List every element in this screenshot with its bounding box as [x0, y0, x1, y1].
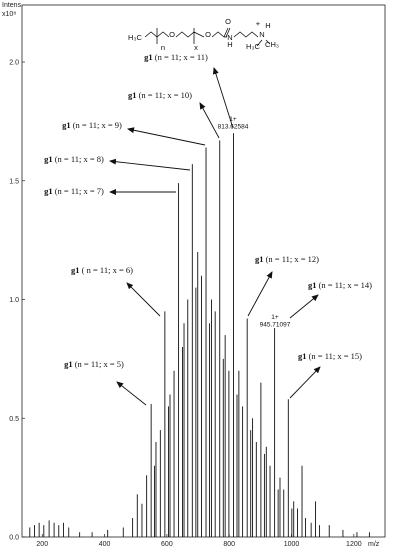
structure-label: n [161, 43, 165, 52]
annotation-text: (n = 11; x = 15) [309, 351, 363, 361]
annotation-text: (n = 11; x = 7) [55, 186, 104, 196]
peak-charge: 1+ [271, 314, 279, 321]
structure-label: H [265, 21, 270, 30]
annotation: g1 (n = 11; x = 10) [128, 90, 192, 100]
annotation-prefix: g1 [298, 351, 307, 361]
annotation-prefix: g1 [128, 90, 137, 100]
structure-bonds [144, 27, 271, 47]
x-tick-label: 600 [161, 541, 173, 548]
annotation-arrow [116, 381, 147, 406]
peak-charge: 1+ [229, 116, 237, 123]
annotation-arrow [126, 282, 161, 317]
annotation-prefix: g1 [44, 154, 53, 164]
annotation: g1 (n = 11; x = 7) [44, 186, 104, 196]
x-tick-label: 400 [99, 541, 111, 548]
structure-label: O [225, 17, 231, 26]
x-tick-label: 200 [36, 541, 48, 548]
annotation-arrow [289, 294, 319, 319]
structure-label: H₃C [128, 33, 142, 42]
annotation-prefix: g1 [64, 359, 73, 369]
y-tick-label: 2.0 [9, 60, 19, 67]
annotation: g1 (n = 11; x = 14) [308, 280, 372, 290]
annotation-arrow [109, 158, 191, 171]
y-tick-label: 1.0 [9, 297, 19, 304]
annotation-text: (n = 11; x = 12) [266, 254, 320, 264]
annotation-prefix: g1 [308, 280, 317, 290]
peak-mz: 813.62584 [218, 124, 249, 131]
y-tick-label: 1.5 [9, 178, 19, 185]
structure-label: N [227, 33, 232, 42]
structure-label: O [169, 30, 175, 39]
structure-label: H [227, 40, 232, 49]
annotation-text: (n = 11; x = 11) [155, 52, 208, 62]
annotation-prefix: g1 [71, 265, 80, 275]
annotation: g1 ( n = 11; x = 6) [71, 265, 133, 275]
structure-label: CH₃ [265, 40, 279, 49]
y-multiplier: x10⁸ [2, 11, 16, 18]
structure-label: H₃C [246, 42, 260, 51]
annotation: g1 (n = 11; x = 11) [144, 52, 208, 62]
x-tick-label: 800 [223, 541, 235, 548]
y-axis-label: Intens. [2, 2, 23, 9]
structure-label: O [205, 30, 211, 39]
annotation-arrow [212, 67, 234, 129]
annotation-text: (n = 11; x = 14) [319, 280, 373, 290]
peak-mz: 945.71097 [260, 322, 291, 329]
annotation-prefix: g1 [44, 186, 53, 196]
annotation-prefix: g1 [144, 52, 153, 62]
structure-label: x [194, 43, 198, 52]
annotation: g1 (n = 11; x = 9) [62, 120, 122, 130]
x-axis-label: m/z [368, 541, 380, 548]
annotation-arrow [127, 127, 206, 146]
plot-frame [21, 4, 386, 538]
annotation: g1 (n = 11; x = 15) [298, 351, 362, 361]
annotation: g1 (n = 11; x = 5) [64, 359, 124, 369]
annotation-text: (n = 11; x = 8) [55, 154, 104, 164]
y-tick-label: 0.0 [9, 535, 19, 542]
annotation-text: (n = 11; x = 5) [75, 359, 124, 369]
annotation-arrow [289, 366, 321, 399]
x-tick-label: 1200 [346, 541, 362, 548]
x-tick-label: 1000 [284, 541, 300, 548]
annotation-prefix: g1 [62, 120, 71, 130]
annotation-text: (n = 11; x = 9) [73, 120, 122, 130]
structure-label: + [256, 19, 261, 28]
y-tick-label: 0.5 [9, 416, 19, 423]
structure-label: N [259, 30, 264, 39]
annotation-arrow [247, 271, 273, 317]
annotation: g1 (n = 11; x = 8) [44, 154, 104, 164]
annotation-text: (n = 11; x = 10) [139, 90, 193, 100]
annotation-text: ( n = 11; x = 6) [82, 265, 133, 275]
annotation: g1 (n = 11; x = 12) [255, 254, 319, 264]
annotation-prefix: g1 [255, 254, 264, 264]
annotation-arrow [199, 102, 220, 139]
